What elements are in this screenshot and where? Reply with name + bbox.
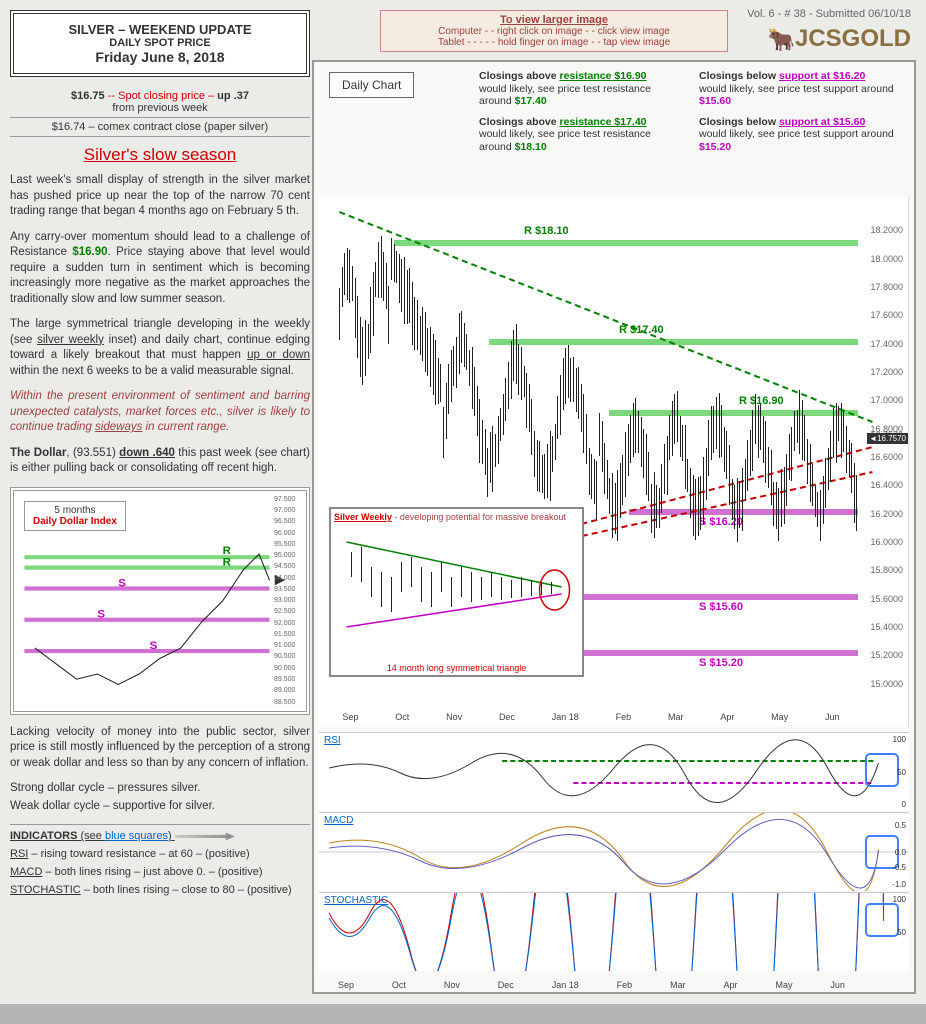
rsi-panel: RSI 100 50 0	[319, 732, 909, 811]
brand-logo: 🐂JCSGOLD	[747, 25, 911, 53]
para-1: Last week's small display of strength in…	[10, 173, 310, 220]
rsi-highlight	[865, 753, 899, 787]
main-price-chart: 18.200018.000017.800017.600017.400017.20…	[319, 197, 909, 727]
left-column: SILVER – WEEKEND UPDATE DAILY SPOT PRICE…	[10, 10, 310, 902]
para-6: Lacking velocity of money into the publi…	[10, 725, 310, 772]
para-5: The Dollar, (93.551) down .640 this past…	[10, 446, 310, 477]
chart-panel: Daily Chart Closings above resistance $1…	[312, 60, 916, 994]
macd-panel: MACD 0.5 0.0 -0.5 -1.0	[319, 812, 909, 891]
arrow-right-icon	[175, 832, 235, 840]
para-3: The large symmetrical triangle developin…	[10, 317, 310, 379]
indicator-stoch: STOCHASTIC – both lines rising – close t…	[10, 884, 310, 896]
dollar-chart: 5 months Daily Dollar Index R R S S S 97…	[10, 487, 310, 715]
comex-line: $16.74 – comex contract close (paper sil…	[10, 118, 310, 137]
para-4: Within the present environment of sentim…	[10, 389, 310, 436]
stochastic-panel: STOCHASTIC 100 50	[319, 892, 909, 971]
scenario-below-1: Closings below support at $16.20 would l…	[699, 70, 904, 108]
svg-text:R: R	[223, 556, 232, 568]
weekly-inset-chart: Silver Weekly - developing potential for…	[329, 507, 584, 677]
scenario-above-1: Closings above resistance $16.90 would l…	[479, 70, 684, 108]
volume-info: Vol. 6 - # 38 - Submitted 06/10/18	[747, 8, 911, 20]
svg-text:S: S	[150, 640, 158, 652]
para-2: Any carry-over momentum should lead to a…	[10, 230, 310, 308]
para-7: Strong dollar cycle – pressures silver.	[10, 781, 310, 797]
indicators-header: INDICATORS (see blue squares)	[10, 824, 310, 842]
scenarios: Closings above resistance $16.90 would l…	[479, 70, 904, 162]
report-header: SILVER – WEEKEND UPDATE DAILY SPOT PRICE…	[10, 10, 310, 77]
indicator-macd: MACD – both lines rising – just above 0.…	[10, 866, 310, 878]
last-price-marker: ◄16.7570	[867, 433, 908, 444]
para-8: Weak dollar cycle – supportive for silve…	[10, 799, 310, 815]
bull-icon: 🐂	[765, 27, 795, 52]
svg-text:R: R	[223, 545, 232, 557]
section-title: Silver's slow season	[10, 137, 310, 173]
svg-text:S: S	[97, 608, 105, 620]
view-instructions: To view larger image Computer - - right …	[380, 10, 728, 52]
scenario-below-2: Closings below support at $15.60 would l…	[699, 116, 904, 154]
stoch-highlight	[865, 903, 899, 937]
svg-text:S: S	[118, 577, 126, 589]
scenario-above-2: Closings above resistance $17.40 would l…	[479, 116, 684, 154]
indicator-rsi: RSI – rising toward resistance – at 60 –…	[10, 848, 310, 860]
daily-chart-label: Daily Chart	[329, 72, 414, 98]
spot-price-line: $16.75 -- Spot closing price – up .37 fr…	[10, 87, 310, 118]
